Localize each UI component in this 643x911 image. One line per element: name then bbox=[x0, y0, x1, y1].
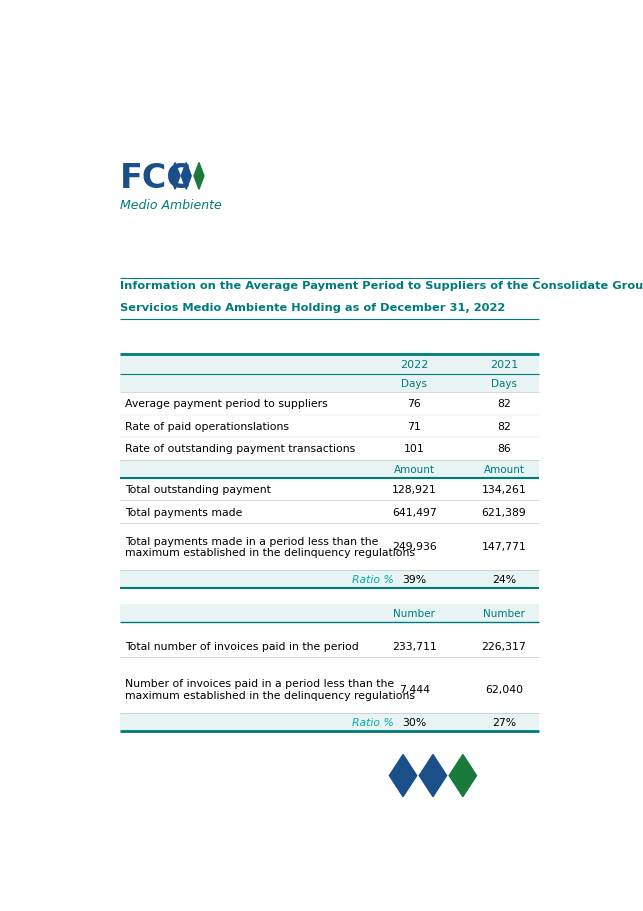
Text: Number of invoices paid in a period less than the
maximum established in the del: Number of invoices paid in a period less… bbox=[125, 679, 415, 700]
Polygon shape bbox=[181, 163, 191, 190]
Bar bbox=[120, 460, 539, 478]
Bar bbox=[120, 713, 539, 732]
Polygon shape bbox=[419, 754, 447, 797]
Text: 621,389: 621,389 bbox=[482, 507, 527, 517]
Text: 76: 76 bbox=[408, 399, 421, 409]
Text: Amount: Amount bbox=[394, 465, 435, 474]
Text: 30%: 30% bbox=[402, 717, 426, 727]
Bar bbox=[120, 604, 539, 622]
Text: Total number of invoices paid in the period: Total number of invoices paid in the per… bbox=[125, 641, 359, 651]
Text: 82: 82 bbox=[497, 422, 511, 432]
Text: 62,040: 62,040 bbox=[485, 684, 523, 694]
Text: Ratio %: Ratio % bbox=[352, 717, 394, 727]
Text: Rate of paid operationslations: Rate of paid operationslations bbox=[125, 422, 289, 432]
Bar bbox=[120, 354, 539, 374]
Text: 27%: 27% bbox=[492, 717, 516, 727]
Text: Medio Ambiente: Medio Ambiente bbox=[120, 199, 222, 211]
Text: Servicios Medio Ambiente Holding as of December 31, 2022: Servicios Medio Ambiente Holding as of D… bbox=[120, 302, 505, 312]
Text: 128,921: 128,921 bbox=[392, 485, 437, 495]
Text: Average payment period to suppliers: Average payment period to suppliers bbox=[125, 399, 328, 409]
Text: Total payments made in a period less than the
maximum established in the delinqu: Total payments made in a period less tha… bbox=[125, 536, 415, 558]
Text: 226,317: 226,317 bbox=[482, 641, 527, 651]
Text: Amount: Amount bbox=[484, 465, 525, 474]
Text: 134,261: 134,261 bbox=[482, 485, 527, 495]
Polygon shape bbox=[170, 163, 180, 190]
Text: FCC: FCC bbox=[120, 162, 192, 195]
Bar bbox=[120, 570, 539, 589]
Text: Total payments made: Total payments made bbox=[125, 507, 242, 517]
Polygon shape bbox=[194, 163, 204, 190]
Text: 71: 71 bbox=[408, 422, 421, 432]
Text: 24%: 24% bbox=[492, 575, 516, 585]
Text: 39%: 39% bbox=[402, 575, 426, 585]
Text: Number: Number bbox=[394, 609, 435, 618]
Text: Information on the Average Payment Period to Suppliers of the Consolidate Group : Information on the Average Payment Perio… bbox=[120, 281, 643, 292]
Text: Total outstanding payment: Total outstanding payment bbox=[125, 485, 271, 495]
Text: 233,711: 233,711 bbox=[392, 641, 437, 651]
Text: 7,444: 7,444 bbox=[399, 684, 430, 694]
Text: Ratio %: Ratio % bbox=[352, 575, 394, 585]
Text: 2022: 2022 bbox=[400, 360, 428, 370]
Text: Rate of outstanding payment transactions: Rate of outstanding payment transactions bbox=[125, 444, 356, 454]
Polygon shape bbox=[390, 754, 417, 797]
Text: 2021: 2021 bbox=[490, 360, 518, 370]
Text: 249,936: 249,936 bbox=[392, 542, 437, 552]
Text: 101: 101 bbox=[404, 444, 424, 454]
Text: Days: Days bbox=[401, 379, 427, 389]
Text: Days: Days bbox=[491, 379, 517, 389]
Bar bbox=[120, 374, 539, 393]
Text: 82: 82 bbox=[497, 399, 511, 409]
Text: 147,771: 147,771 bbox=[482, 542, 527, 552]
Polygon shape bbox=[449, 754, 476, 797]
Text: Number: Number bbox=[483, 609, 525, 618]
Text: 86: 86 bbox=[497, 444, 511, 454]
Text: 641,497: 641,497 bbox=[392, 507, 437, 517]
